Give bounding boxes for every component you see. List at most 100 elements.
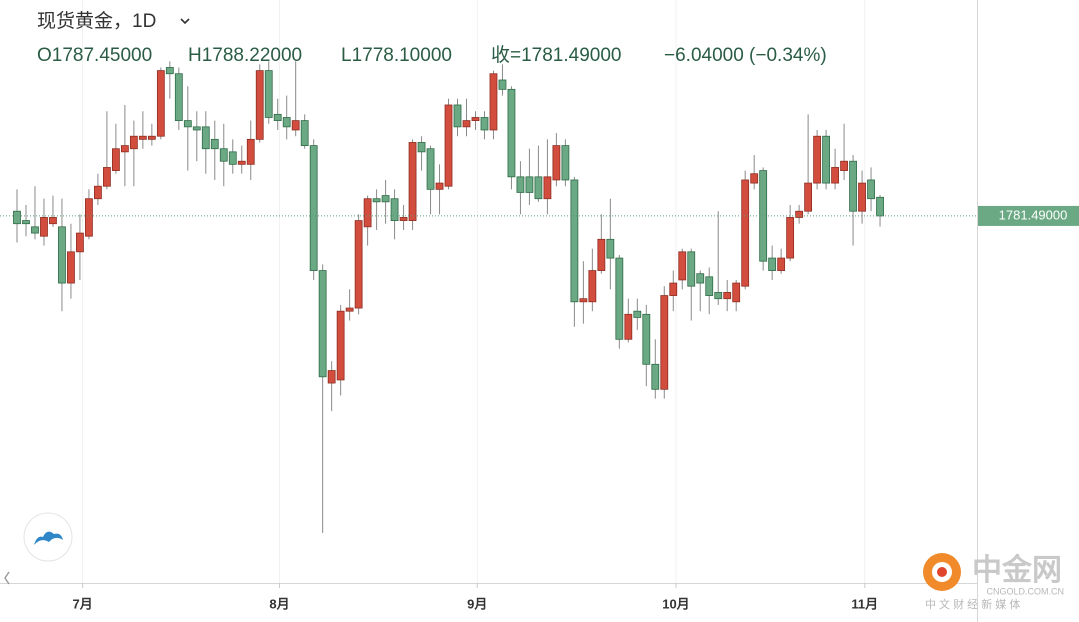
watermark-name: 中金网 [972, 553, 1062, 587]
watermark-slogan: 中 文 财 经 新 媒 体 [925, 597, 1020, 611]
candle-body [804, 182, 813, 212]
candle-body [237, 160, 246, 165]
candle-body [480, 117, 489, 131]
candle-body [58, 226, 66, 284]
x-tick-label: 8月 [269, 596, 289, 611]
candle-body [516, 176, 525, 193]
candle-body [22, 220, 30, 225]
candle-body [624, 313, 633, 340]
candle-body [138, 135, 147, 140]
candle-body [696, 273, 705, 284]
candle-body [327, 370, 336, 384]
candle-body [183, 120, 192, 128]
candle-body [219, 148, 228, 162]
candle-body [31, 226, 39, 234]
candle-body [849, 160, 857, 212]
candle-body [67, 251, 75, 284]
candle-body [795, 210, 804, 218]
last-price-box [978, 205, 1079, 226]
candle-body [76, 232, 84, 253]
candle-body [201, 126, 210, 150]
candle-body [336, 310, 345, 381]
candle-body [714, 292, 723, 300]
candle-body [192, 126, 201, 131]
candle-body [723, 292, 732, 300]
candle-body [210, 138, 219, 150]
candle-body [408, 142, 417, 221]
candle-body [867, 179, 875, 200]
candle-body [264, 70, 273, 118]
candle-body [435, 182, 444, 190]
candle-body [94, 185, 102, 200]
candle-body [156, 70, 165, 137]
candle-body [363, 198, 372, 228]
candle-body [561, 145, 570, 181]
ohlc-low: L1778.10000 [341, 45, 452, 66]
candle-body [840, 160, 848, 171]
candle-body [129, 135, 138, 150]
candle-body [858, 182, 866, 212]
candle-body [543, 176, 552, 200]
ohlc-close: 收=1781.49000 [491, 44, 621, 66]
candle-body [822, 135, 830, 184]
candle-body [309, 145, 318, 271]
candle-body [777, 257, 786, 271]
candle-body [615, 257, 624, 340]
candle-body [741, 179, 750, 287]
candle-body [498, 79, 507, 90]
candle-body [534, 176, 543, 200]
candle-body [489, 73, 498, 131]
candle-body [651, 363, 660, 390]
candle-body [174, 73, 183, 121]
candle-body [525, 176, 534, 193]
candle-body [444, 104, 453, 187]
candle-body [453, 104, 462, 128]
candle-body [291, 120, 300, 131]
candle-body [255, 70, 264, 140]
candle-body [417, 142, 426, 153]
dropdown-chevron[interactable] [180, 18, 190, 25]
candle-body [633, 310, 642, 318]
candle-body [876, 196, 884, 217]
candle-body [579, 298, 588, 303]
x-tick-label: 7月 [73, 596, 93, 611]
candle-body [120, 145, 129, 153]
candle-body [147, 135, 156, 140]
x-tick-label: 9月 [467, 596, 487, 611]
ohlc-change: −6.04000 (−0.34%) [664, 45, 827, 66]
candle-body [552, 145, 561, 181]
watermark: 中金网 CNGOLD.COM.CN 中 文 财 经 新 媒 体 [923, 553, 1064, 611]
candle-body [228, 151, 237, 165]
candle-body [246, 138, 255, 165]
candle-body [273, 113, 282, 121]
grid [82, 0, 866, 583]
candle-body [40, 217, 48, 237]
candle-body [597, 238, 606, 271]
last-price-label: 1781.49000 [999, 207, 1068, 222]
candle-body [165, 67, 174, 75]
candle-body [318, 270, 327, 378]
chart-title: 现货黄金，1D [37, 10, 156, 32]
logo-button[interactable] [23, 512, 73, 562]
candle-body [507, 88, 516, 178]
candle-body [669, 282, 678, 296]
candle-body [381, 195, 390, 203]
candle-body [642, 313, 651, 365]
candle-body [354, 220, 363, 309]
candle-body [606, 238, 615, 259]
candle-body [390, 198, 399, 221]
candle-body [85, 198, 93, 237]
candle-body [471, 117, 480, 121]
candle-body [13, 210, 21, 225]
candle-body [49, 217, 57, 225]
candles [13, 61, 884, 534]
ohlc-high: H1788.22000 [188, 45, 302, 66]
candle-body [732, 282, 741, 303]
candle-body [588, 270, 597, 303]
scroll-left[interactable] [4, 571, 10, 585]
x-tick-label: 11月 [851, 596, 878, 611]
candle-body [687, 251, 696, 287]
candle-body [786, 217, 795, 259]
